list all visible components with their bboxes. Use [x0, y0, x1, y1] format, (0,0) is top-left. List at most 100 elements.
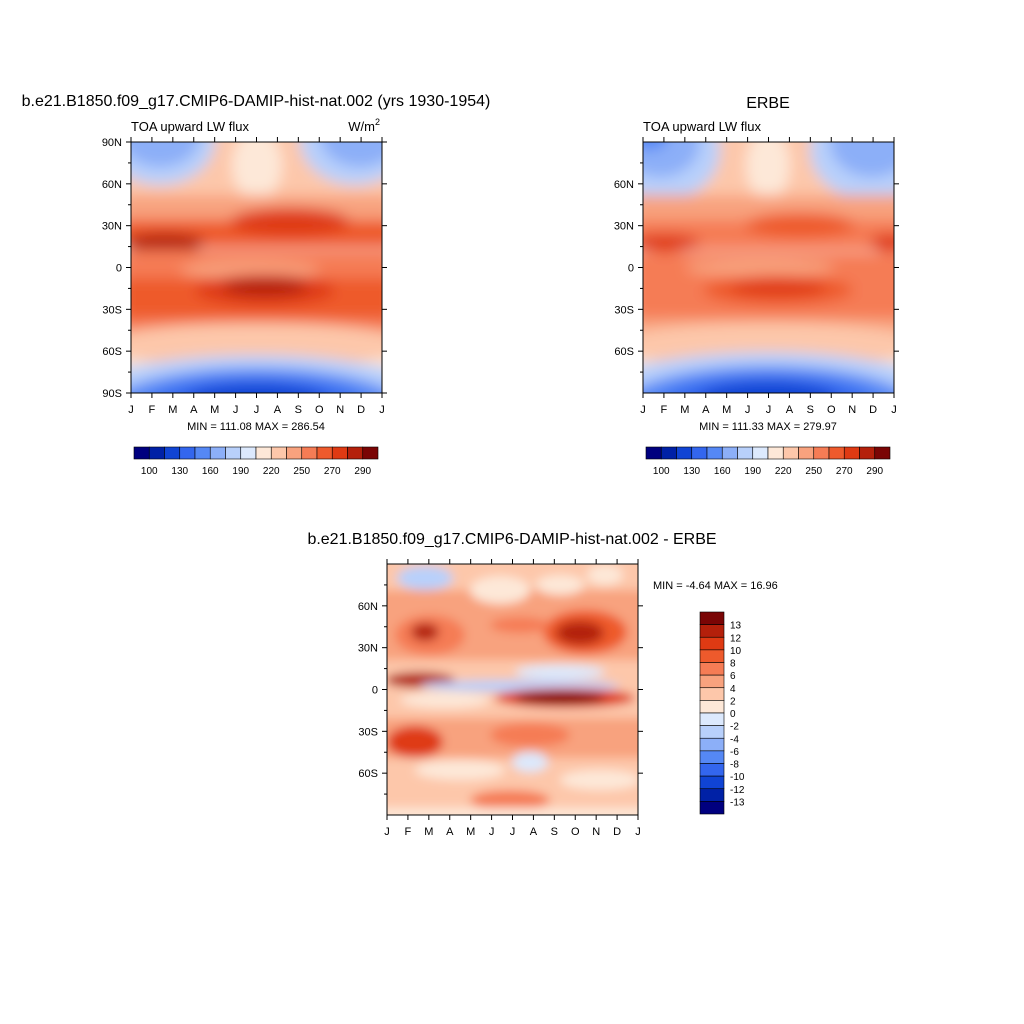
y-tick-label: 30S	[358, 726, 378, 738]
y-tick-label: 60S	[358, 768, 378, 780]
y-tick-label: 0	[628, 263, 634, 275]
colorbar-label: 160	[202, 466, 219, 477]
colorbar-swatch	[301, 446, 318, 460]
x-tick-label: D	[613, 826, 621, 838]
colorbar-swatch	[676, 446, 693, 460]
mid-blob	[131, 323, 382, 367]
x-tick-label: O	[315, 404, 324, 416]
colorbar-label: 4	[730, 684, 736, 695]
colorbar-swatch	[240, 446, 257, 460]
colorbar-swatch	[699, 712, 725, 726]
x-tick-label: A	[446, 826, 454, 838]
panel-diff-title: b.e21.B1850.f09_g17.CMIP6-DAMIP-hist-nat…	[307, 531, 716, 548]
x-tick-label: A	[530, 826, 538, 838]
colorbar-swatch	[721, 446, 738, 460]
colorbar-swatch	[699, 611, 725, 625]
colorbar-swatch	[148, 446, 165, 460]
x-tick-label: M	[466, 826, 475, 838]
colorbar-label: 2	[730, 696, 736, 707]
polar-blob	[193, 384, 319, 393]
x-tick-label: F	[149, 404, 156, 416]
diff-blob	[387, 726, 443, 758]
polar-blob	[703, 382, 833, 393]
colorbar-label: -13	[730, 797, 745, 808]
y-tick-label: 60N	[358, 601, 378, 613]
x-tick-label: A	[190, 404, 198, 416]
diff-light	[560, 770, 638, 790]
colorbar-swatch	[699, 737, 725, 752]
colorbar-swatch	[699, 763, 725, 777]
x-tick-label: M	[424, 826, 433, 838]
panel-obs-variable-label: TOA upward LW flux	[643, 119, 762, 134]
colorbar-swatch	[699, 649, 725, 663]
panel-obs-colorbar: 100 130 160 190 220 250 270 290	[645, 446, 891, 477]
colorbar-label: -6	[730, 747, 739, 758]
hot-blob	[730, 280, 826, 296]
x-tick-label: J	[745, 404, 751, 416]
colorbar-swatch	[706, 446, 723, 460]
x-tick-label: O	[571, 826, 580, 838]
equ-blob	[685, 259, 835, 277]
x-tick-label: J	[766, 404, 772, 416]
diff-blob	[515, 692, 605, 704]
colorbar-label: 130	[683, 466, 700, 477]
colorbar-label: -2	[730, 722, 739, 733]
polar-blob	[643, 142, 667, 150]
hot-blob	[870, 234, 894, 252]
colorbar-label: -10	[730, 772, 745, 783]
polar-blob	[830, 142, 894, 177]
panel-obs-stats: MIN = 111.33 MAX = 279.97	[699, 421, 837, 433]
colorbar-swatch	[331, 446, 348, 460]
band	[387, 808, 638, 815]
x-tick-label: N	[592, 826, 600, 838]
diff-light	[470, 576, 530, 604]
diff-blob	[556, 621, 604, 645]
x-tick-label: J	[489, 826, 495, 838]
hot-blob	[223, 278, 307, 296]
colorbar-swatch	[164, 446, 181, 460]
y-tick-label: 30N	[358, 643, 378, 655]
y-tick-label: 30N	[102, 221, 122, 233]
x-tick-label: M	[168, 404, 177, 416]
x-tick-label: S	[807, 404, 814, 416]
diff-blob	[411, 623, 439, 641]
polar-blob	[746, 142, 790, 200]
x-tick-label: S	[295, 404, 302, 416]
colorbar-label: -8	[730, 760, 739, 771]
x-tick-label: N	[848, 404, 856, 416]
panel-model-plot	[131, 142, 382, 393]
colorbar-label: 290	[354, 466, 371, 477]
colorbar-swatch	[859, 446, 876, 460]
y-tick-label: 60S	[102, 346, 122, 358]
colorbar-swatch	[699, 775, 725, 790]
y-tick-label: 0	[372, 685, 378, 697]
diff-light	[536, 575, 584, 595]
colorbar-label: 0	[730, 709, 736, 720]
polar-blob	[320, 142, 382, 167]
diff-blob	[490, 617, 550, 633]
diff-light	[515, 665, 605, 679]
colorbar-swatch	[828, 446, 845, 460]
colorbar-swatch	[660, 446, 677, 460]
colorbar-swatch	[270, 446, 287, 460]
x-tick-label: J	[635, 826, 641, 838]
x-tick-label: A	[786, 404, 794, 416]
y-tick-label: 60N	[614, 179, 634, 191]
x-tick-label: J	[510, 826, 516, 838]
colorbar-label: 270	[836, 466, 853, 477]
polar-blob	[643, 142, 700, 177]
colorbar-swatch	[699, 725, 725, 739]
panel-model-variable-label: TOA upward LW flux	[131, 119, 250, 134]
colorbar-swatch	[874, 446, 891, 460]
colorbar-label: -4	[730, 734, 739, 745]
colorbar-label: 250	[293, 466, 310, 477]
y-tick-label: 30S	[614, 304, 634, 316]
colorbar-label: 6	[730, 671, 736, 682]
x-tick-label: J	[254, 404, 260, 416]
hot-blob	[745, 213, 855, 237]
polar-blob	[232, 142, 282, 200]
